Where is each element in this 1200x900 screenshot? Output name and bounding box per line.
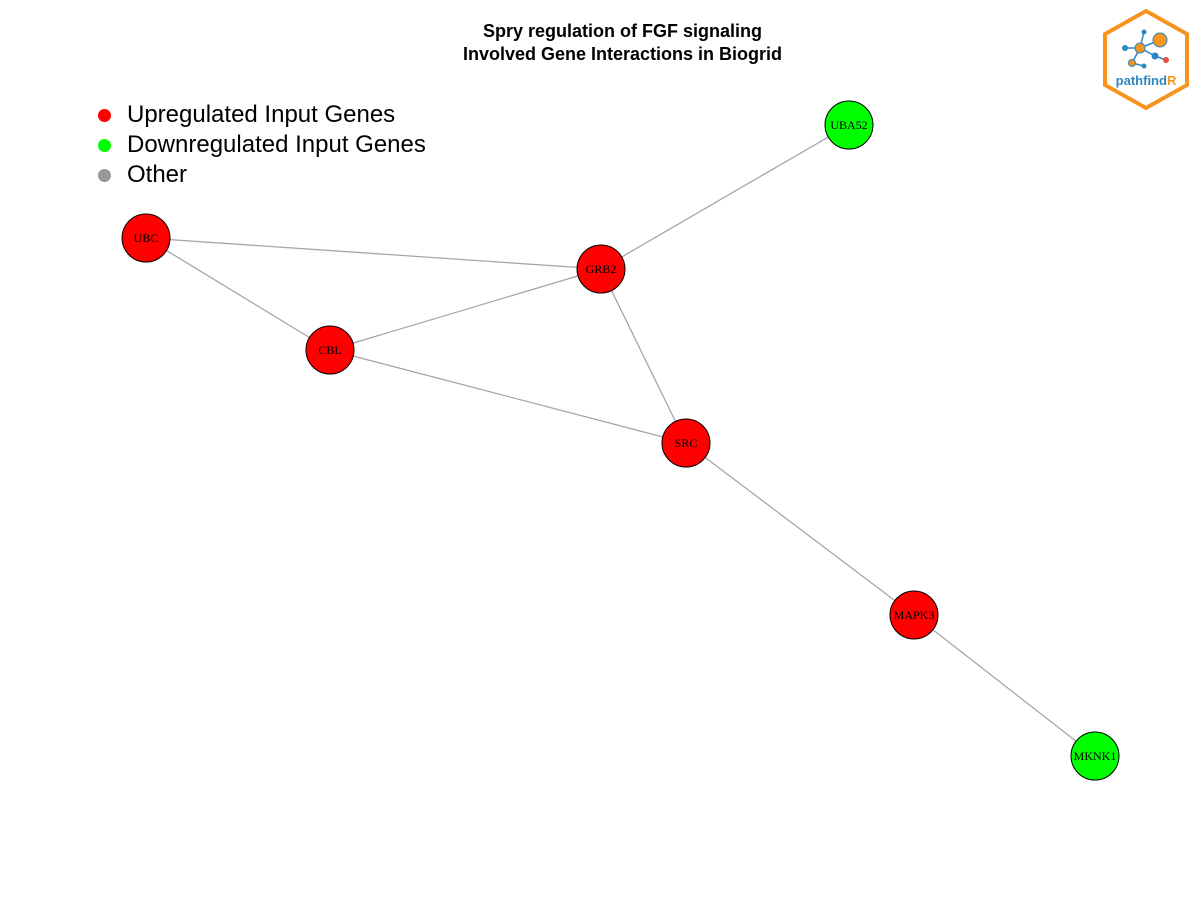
node-cbl: CBL — [305, 325, 355, 375]
legend-dot-upregulated — [98, 108, 111, 122]
legend-dot-other — [98, 168, 111, 182]
legend-dot-downregulated — [98, 138, 111, 152]
edge-uba52-grb2 — [600, 124, 850, 270]
node-label-src: SRC — [675, 436, 698, 450]
legend-label-downregulated: Downregulated Input Genes — [127, 131, 426, 158]
logo-hexagon — [1103, 8, 1189, 110]
node-mknk1: MKNK1 — [1070, 731, 1120, 781]
edge-ubc-grb2 — [145, 237, 602, 270]
pathfindr-logo: pathfindR — [1103, 8, 1189, 110]
edge-cbl-src — [329, 349, 687, 444]
node-circle-mknk1 — [1070, 731, 1120, 781]
node-circle-mapk3 — [889, 590, 939, 640]
node-label-mknk1: MKNK1 — [1074, 749, 1117, 763]
node-circle-cbl — [305, 325, 355, 375]
network-edges — [145, 124, 1096, 757]
legend: Upregulated Input Genes Downregulated In… — [98, 100, 426, 190]
node-label-cbl: CBL — [318, 343, 341, 357]
legend-label-other: Other — [127, 161, 188, 188]
node-circle-grb2 — [576, 244, 626, 294]
node-grb2: GRB2 — [576, 244, 626, 294]
logo-network-nodes — [1122, 29, 1169, 69]
node-label-grb2: GRB2 — [586, 262, 617, 276]
logo-text-accent: R — [1167, 73, 1177, 88]
node-ubc: UBC — [121, 213, 171, 263]
node-label-ubc: UBC — [134, 231, 159, 245]
edge-src-mapk3 — [685, 442, 915, 616]
legend-label-upregulated: Upregulated Input Genes — [127, 101, 396, 128]
node-circle-ubc — [121, 213, 171, 263]
legend-item-other: Other — [98, 160, 426, 190]
node-uba52: UBA52 — [824, 100, 874, 150]
edge-cbl-grb2 — [329, 268, 602, 351]
edge-mapk3-mknk1 — [913, 614, 1096, 757]
network-nodes: UBA52 UBC GRB2 CBL SRC MAPK3 MKNK1 — [121, 100, 1120, 781]
edge-grb2-src — [600, 268, 687, 444]
node-label-uba52: UBA52 — [830, 118, 867, 132]
node-circle-uba52 — [824, 100, 874, 150]
edge-ubc-cbl — [145, 237, 331, 351]
node-mapk3: MAPK3 — [889, 590, 939, 640]
node-circle-src — [661, 418, 711, 468]
legend-item-upregulated: Upregulated Input Genes — [98, 100, 426, 130]
logo-text-main: pathfind — [1116, 73, 1167, 88]
chart-title: Spry regulation of FGF signaling Involve… — [0, 20, 1200, 66]
title-line-2: Involved Gene Interactions in Biogrid — [462, 44, 783, 64]
node-src: SRC — [661, 418, 711, 468]
title-line-1: Spry regulation of FGF signaling — [482, 21, 762, 41]
logo-text: pathfindR — [1116, 73, 1177, 88]
legend-item-downregulated: Downregulated Input Genes — [98, 130, 426, 160]
node-label-mapk3: MAPK3 — [894, 608, 935, 622]
